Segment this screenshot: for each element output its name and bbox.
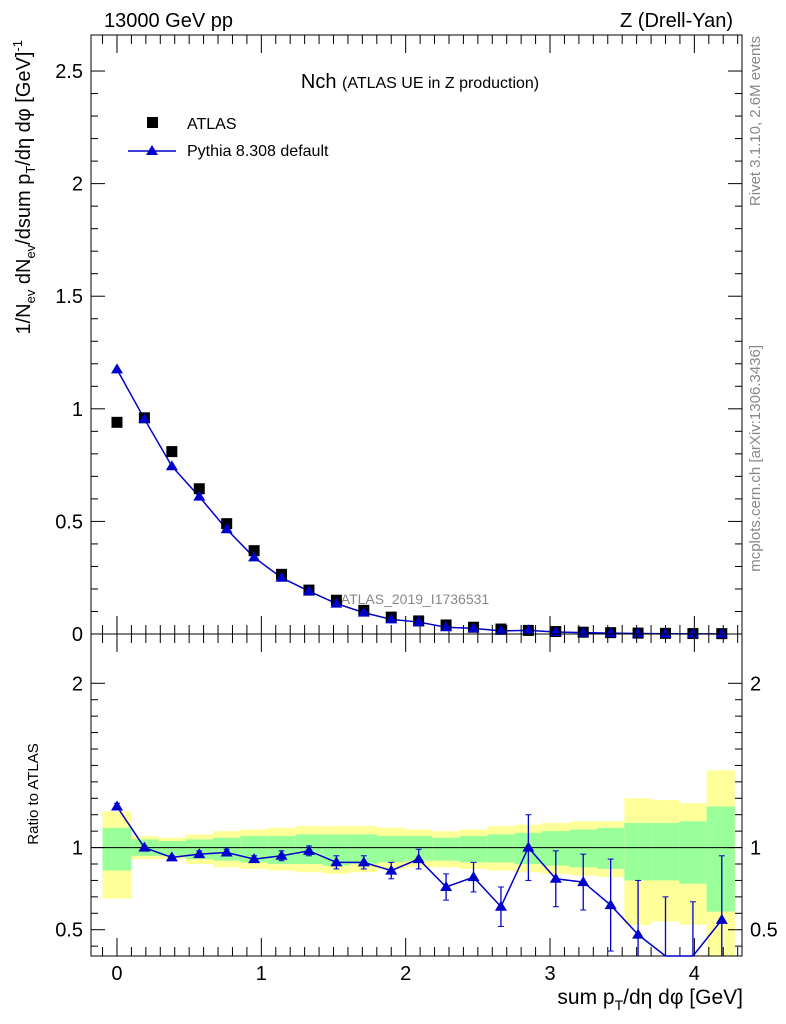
analysis-watermark: ATLAS_2019_I1736531 bbox=[341, 591, 490, 607]
ratio-point bbox=[385, 864, 398, 875]
ratio-point bbox=[220, 846, 233, 857]
pythia-point bbox=[110, 363, 123, 374]
pythia-point bbox=[549, 625, 562, 636]
pythia-point bbox=[632, 627, 645, 638]
ratio-y-tick-label: 1 bbox=[72, 838, 83, 860]
pythia-point bbox=[715, 627, 728, 638]
pythia-point bbox=[385, 613, 398, 624]
main-y-tick-label: 0 bbox=[72, 624, 83, 646]
legend: ATLAS Pythia 8.308 default bbox=[128, 116, 329, 160]
uncertainty-band-inner bbox=[679, 821, 707, 884]
ratio-point bbox=[248, 853, 261, 864]
ratio-y-axis-label: Ratio to ATLAS bbox=[25, 743, 42, 844]
ratio-y-tick-label: 0.5 bbox=[55, 920, 83, 942]
uncertainty-band-inner bbox=[487, 834, 515, 863]
x-tick-label: 2 bbox=[400, 963, 411, 985]
ratio-y-tick-label-right: 2 bbox=[750, 673, 761, 695]
uncertainty-band-inner bbox=[651, 822, 680, 881]
main-y-tick-label: 2.5 bbox=[55, 61, 83, 83]
pythia-point bbox=[165, 460, 178, 471]
pythia-point bbox=[412, 616, 425, 627]
main-y-axis-label: 1/Nev dNev/dsum pT/dη dφ [GeV]-1 bbox=[10, 40, 38, 335]
ratio-y-tick-label-right: 1 bbox=[750, 838, 761, 860]
x-tick-label: 1 bbox=[256, 963, 267, 985]
uncertainty-band-inner bbox=[624, 822, 652, 881]
header-left: 13000 GeV pp bbox=[104, 10, 233, 32]
rivet-label: Rivet 3.1.10, 2.6M events bbox=[747, 36, 764, 206]
uncertainty-band-inner bbox=[459, 836, 488, 863]
ratio-point bbox=[330, 856, 343, 867]
legend-pythia-marker bbox=[146, 145, 158, 155]
atlas-point bbox=[193, 483, 205, 495]
pythia-point bbox=[686, 627, 699, 638]
pythia-point bbox=[248, 551, 261, 562]
ratio-point bbox=[577, 876, 590, 887]
legend-atlas-marker bbox=[147, 117, 158, 128]
pythia-point bbox=[440, 621, 453, 632]
pythia-point bbox=[659, 627, 672, 638]
header-right: Z (Drell-Yan) bbox=[620, 10, 733, 32]
uncertainty-band-inner bbox=[706, 806, 735, 912]
mcplots-label: mcplots.cern.ch [arXiv:1306.3436] bbox=[747, 345, 764, 572]
uncertainty-band-inner bbox=[158, 841, 186, 856]
ratio-point bbox=[467, 871, 480, 882]
ratio-plot-frame bbox=[90, 633, 743, 957]
atlas-point bbox=[248, 545, 260, 557]
uncertainty-band-inner bbox=[102, 827, 132, 871]
ratio-point bbox=[165, 851, 178, 862]
legend-pythia-label: Pythia 8.308 default bbox=[187, 143, 329, 160]
main-y-tick-label: 1 bbox=[72, 399, 83, 421]
x-tick-label: 3 bbox=[544, 963, 555, 985]
ratio-point bbox=[440, 881, 453, 891]
atlas-point bbox=[111, 416, 123, 428]
pythia-point bbox=[138, 412, 151, 423]
ratio-point bbox=[110, 800, 123, 811]
ratio-plot: 0.5 0.5 1 1 2 2 0 1 2 3 4 Ratio to ATLAS sum pT/d… bbox=[25, 633, 778, 1013]
ratio-y-tick-label-right: 0.5 bbox=[750, 920, 778, 942]
atlas-point bbox=[166, 446, 178, 458]
ratio-point bbox=[549, 872, 562, 883]
pythia-point bbox=[275, 571, 288, 582]
uncertainty-band-inner bbox=[377, 836, 405, 863]
ratio-point bbox=[193, 848, 206, 859]
ratio-point bbox=[302, 844, 315, 855]
pythia-point bbox=[302, 585, 315, 596]
ratio-point bbox=[604, 899, 617, 910]
pythia-point bbox=[357, 606, 370, 617]
pythia-point bbox=[522, 624, 535, 635]
x-axis-label: sum pT/dη dφ [GeV] bbox=[557, 986, 743, 1013]
ratio-point bbox=[275, 849, 288, 860]
ratio-point bbox=[494, 900, 507, 911]
legend-atlas-label: ATLAS bbox=[187, 116, 237, 133]
main-y-tick-label: 1.5 bbox=[55, 286, 83, 308]
ratio-y-tick-label: 2 bbox=[72, 673, 83, 695]
pythia-point bbox=[494, 624, 507, 635]
plot-title: Nch (ATLAS UE in Z production) bbox=[301, 71, 539, 93]
ratio-point bbox=[138, 841, 151, 852]
ratio-point bbox=[522, 841, 535, 852]
pythia-point bbox=[220, 523, 233, 534]
ratio-point bbox=[632, 928, 645, 939]
main-plot: 0 0.5 1 1.5 2 2.5 1/Nev dNev/dsum pT/dη dφ [G… bbox=[10, 34, 743, 646]
uncertainty-band-inner bbox=[432, 837, 460, 861]
x-tick-label: 0 bbox=[111, 963, 122, 985]
pythia-point bbox=[330, 597, 343, 608]
pythia-point bbox=[467, 622, 480, 633]
main-y-tick-label: 0.5 bbox=[55, 511, 83, 533]
main-y-tick-label: 2 bbox=[72, 174, 83, 196]
x-tick-label: 4 bbox=[689, 963, 700, 985]
pythia-point bbox=[193, 490, 206, 501]
ratio-point bbox=[715, 913, 728, 924]
ratio-point bbox=[357, 856, 370, 867]
ratio-point bbox=[412, 853, 425, 864]
